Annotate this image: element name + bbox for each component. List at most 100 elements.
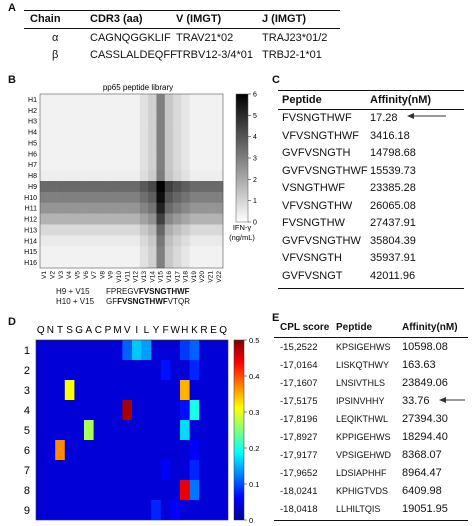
heatmap-cell: [148, 257, 157, 269]
heatmap-cell: [89, 104, 99, 117]
panel-d-label: D: [8, 316, 16, 328]
heatmap-cell: [189, 181, 199, 193]
panel-e-bottom-rule: [274, 520, 468, 521]
heatmap-cell: [64, 94, 74, 106]
heatmap-cell: [206, 224, 215, 236]
heatmap-cell: [40, 235, 49, 247]
heatmap-cell: [198, 224, 207, 236]
heatmap-cell: [181, 246, 191, 258]
col-tick-label: N: [47, 325, 54, 336]
panel-c-label: C: [272, 74, 280, 86]
panel-e-cell-peptide: LEQIKTHWL: [336, 414, 389, 424]
panel-e-cell-peptide: IPSINVHHY: [336, 396, 385, 406]
col-tick-label: R: [200, 325, 207, 336]
heatmap-cell: [206, 126, 215, 138]
heatmap-cell: [73, 115, 82, 127]
heatmap-cell: [114, 191, 124, 204]
heatmap-cell: [148, 246, 157, 258]
row-tick-label: H9: [28, 184, 37, 191]
heatmap-cell: [189, 94, 199, 106]
heatmap-cell: [123, 148, 132, 160]
heatmap-cell: [148, 159, 157, 171]
row-tick-label: H5: [28, 140, 37, 147]
heatmap-cell: [89, 235, 99, 247]
heatmap-cell: [56, 148, 66, 160]
col-tick-label: G: [75, 325, 83, 336]
heatmap-cell: [114, 94, 124, 106]
heatmap-cell: [48, 213, 57, 225]
heatmap-cell: [48, 115, 57, 127]
heatmap-cell: [106, 159, 116, 171]
heatmap-cell: [48, 235, 57, 247]
col-tick-label: V13: [141, 271, 148, 283]
heatmap-cell: [40, 246, 49, 258]
heatmap-cell: [156, 181, 166, 193]
heatmap-cell: [114, 104, 124, 117]
heatmap-cell: [131, 170, 141, 182]
heatmap-cell: [73, 191, 82, 204]
heatmap-cell: [206, 94, 215, 106]
heatmap-cell: [106, 202, 116, 214]
col-tick-label: M: [113, 325, 121, 336]
heatmap-cell: [64, 159, 74, 171]
row-tick-label: H2: [28, 108, 37, 115]
heatmap-cell: [56, 246, 66, 258]
heatmap-cell: [198, 213, 207, 225]
panel-a-header-rule: [24, 28, 340, 29]
panel-b-seq1: H9 + V15 FPREGVFVSNGTHWF: [56, 287, 190, 296]
panel-b-title: pp65 peptide library: [103, 83, 173, 92]
heatmap-cell: [81, 202, 91, 214]
heatmap-cell: [81, 137, 91, 149]
col-tick-label: S: [66, 325, 73, 336]
col-tick-label: V1: [41, 271, 48, 279]
heatmap-cell: [73, 246, 82, 258]
heatmap-cell: [40, 191, 49, 204]
heatmap-cell: [189, 246, 199, 258]
heatmap-cell: [64, 126, 74, 138]
panel-b-seq2: H10 + V15 GFFVSNGTHWFVTQR: [56, 297, 190, 306]
heatmap-cell: [198, 170, 207, 182]
heatmap-cell: [214, 202, 224, 214]
heatmap-cell: [114, 115, 124, 127]
heatmap-cell: [181, 94, 191, 106]
heatmap-cell: [56, 257, 66, 269]
heatmap-cell: [123, 213, 132, 225]
heatmap-cell: [98, 246, 107, 258]
heatmap-cell: [114, 148, 124, 160]
heatmap-cell: [173, 159, 182, 171]
heatmap-cell: [89, 246, 99, 258]
panel-c-cell-affinity: 15539.73: [370, 164, 416, 177]
heatmap-cell: [156, 94, 166, 106]
colorbar-tick-label: 0.5: [249, 336, 259, 345]
panel-c-bottom-rule: [278, 288, 464, 289]
heatmap-cell: [173, 257, 182, 269]
heatmap-cell: [64, 104, 74, 117]
heatmap-cell: [131, 246, 141, 258]
heatmap-cell: [48, 257, 57, 269]
heatmap-cell: [173, 202, 182, 214]
heatmap-cell: [48, 170, 57, 182]
heatmap-cell: [40, 137, 49, 149]
heatmap-cell: [156, 202, 166, 214]
heatmap-cell: [48, 191, 57, 204]
col-tick-label: P: [105, 325, 112, 336]
heatmap-cell: [114, 257, 124, 269]
row-tick-label: 9: [24, 505, 30, 517]
heatmap-cell: [81, 104, 91, 117]
heatmap-cell: [56, 202, 66, 214]
heatmap-cell: [48, 94, 57, 106]
heatmap-cell: [123, 191, 132, 204]
heatmap-cell: [206, 246, 215, 258]
heatmap-cell: [131, 137, 141, 149]
panel-c-top-rule: [278, 90, 464, 91]
heatmap-cell: [56, 191, 66, 204]
heatmap-cell: [56, 137, 66, 149]
heatmap-cell: [89, 159, 99, 171]
panel-c-table: Peptide Affinity(nM) FVSNGTHWF 17.28 VFVSN…: [278, 90, 464, 290]
heatmap-cell: [98, 115, 107, 127]
panel-e-cell-affinity: 18294.40: [402, 431, 448, 443]
panel-a-row-beta-j: TRBJ2-1*01: [262, 49, 322, 61]
panel-e-cell-peptide: LLHILTQIS: [336, 504, 381, 514]
panel-a-top-rule: [24, 10, 340, 11]
heatmap-cell: [56, 213, 66, 225]
